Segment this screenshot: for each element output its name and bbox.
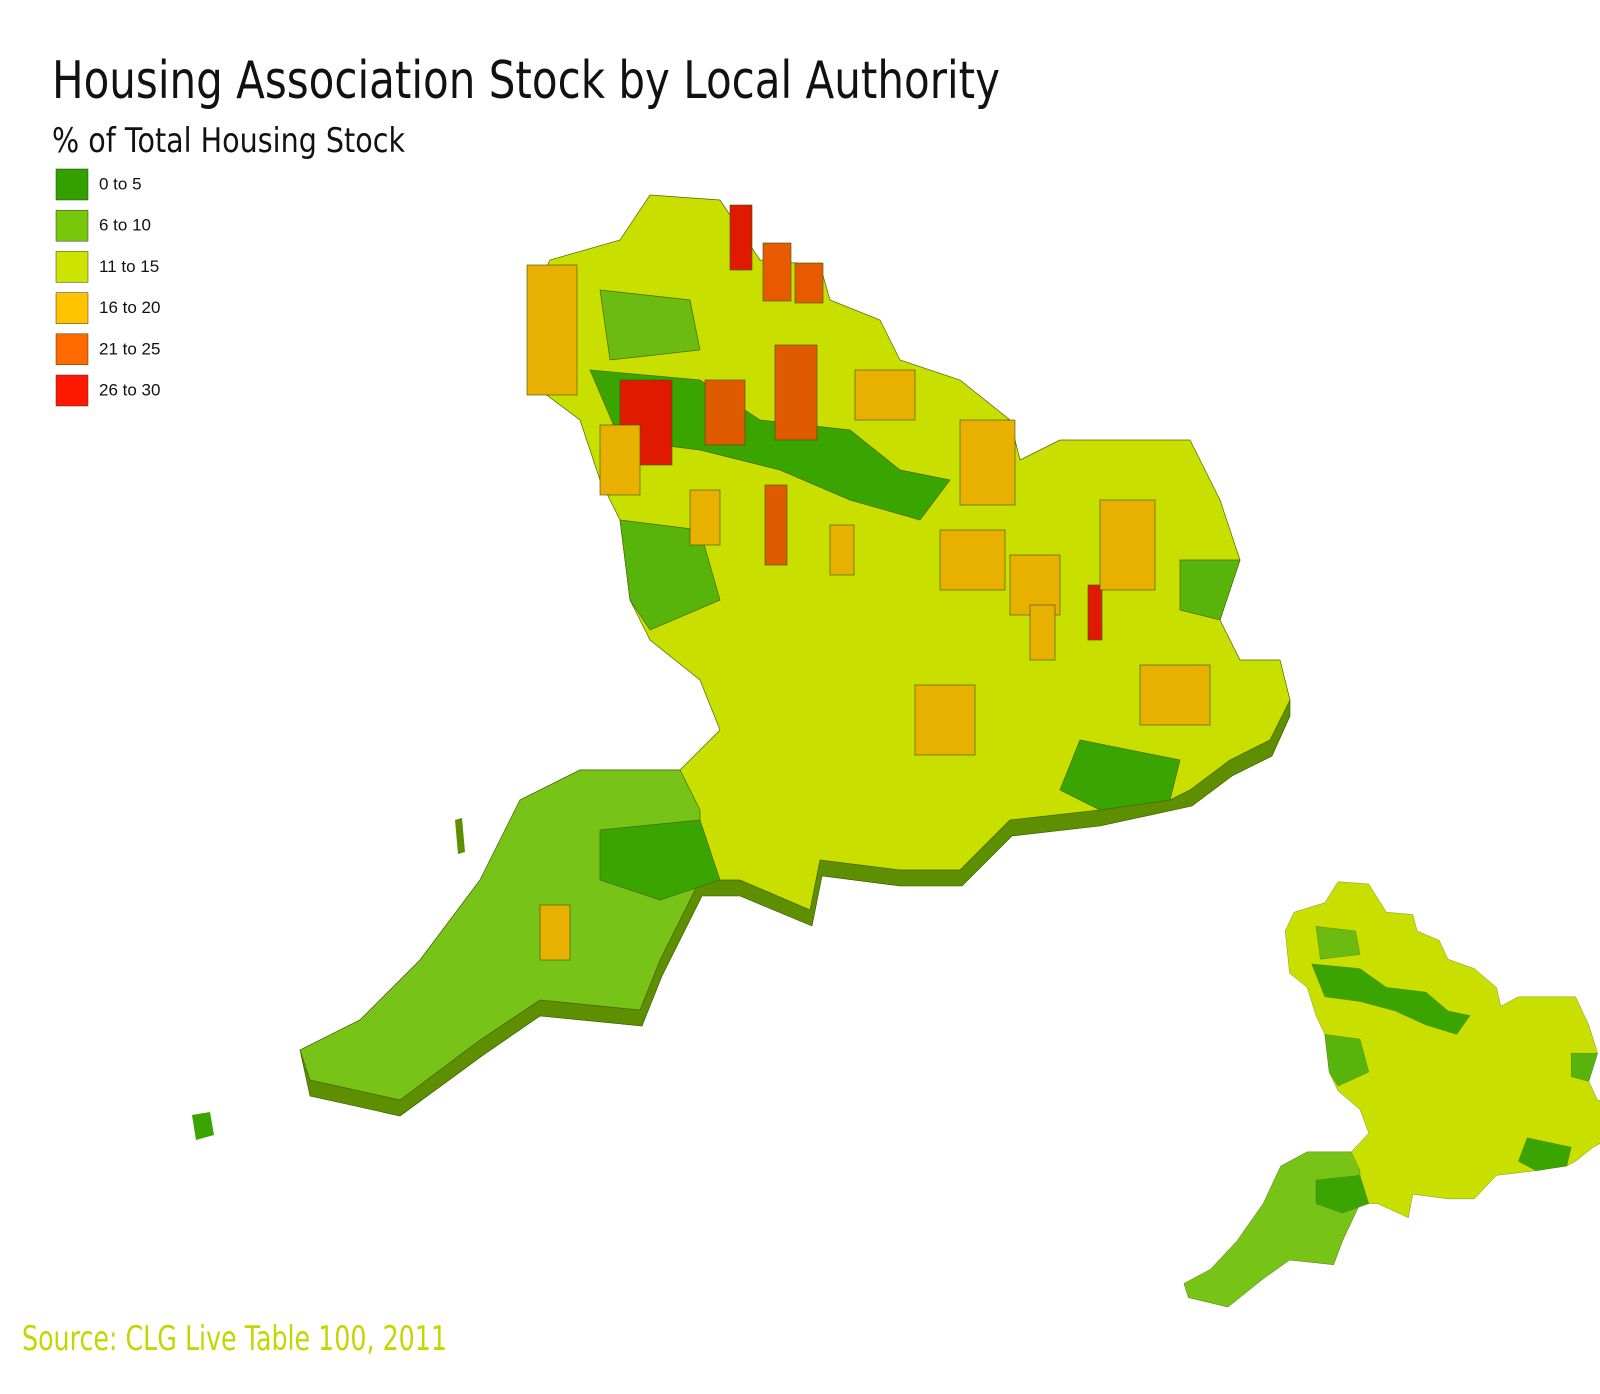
legend-label: 16 to 20	[99, 298, 160, 317]
title: Housing Association Stock by Local Autho…	[52, 51, 1000, 111]
legend-swatch	[55, 168, 89, 201]
main-map	[192, 194, 1291, 1140]
legend-swatch	[55, 333, 89, 366]
legend-swatch	[55, 292, 89, 324]
legend-swatch	[55, 374, 89, 407]
legend-label: 21 to 25	[99, 339, 160, 358]
source: Source: CLG Live Table 100, 2011	[22, 1319, 447, 1359]
subtitle: % of Total Housing Stock	[52, 121, 405, 161]
legend-swatch	[55, 251, 89, 283]
legend-label: 11 to 15	[99, 257, 159, 276]
legend-label: 0 to 5	[99, 174, 142, 193]
extruded-columns	[526, 204, 1211, 961]
legend-swatch	[55, 209, 89, 242]
legend-label: 6 to 10	[99, 216, 151, 235]
legend: 0 to 5 6 to 10 11 to 15 16 to 20 21 to 25 26 …	[55, 168, 160, 407]
legend-label: 26 to 30	[99, 380, 160, 399]
inset-map	[1182, 880, 1600, 1309]
